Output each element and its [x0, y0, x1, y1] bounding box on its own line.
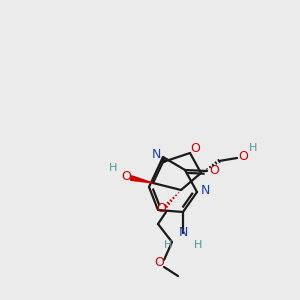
Polygon shape [130, 176, 153, 183]
Text: H: H [194, 240, 202, 250]
Text: O: O [238, 149, 248, 163]
Text: O: O [156, 202, 166, 215]
Polygon shape [160, 157, 166, 162]
Text: O: O [154, 256, 164, 269]
Text: H: H [164, 240, 172, 250]
Text: O: O [190, 142, 200, 155]
Text: N: N [151, 148, 161, 161]
Text: H: H [249, 143, 257, 153]
Text: O: O [121, 169, 131, 182]
Text: O: O [209, 164, 219, 178]
Text: H: H [109, 163, 117, 173]
Text: N: N [200, 184, 210, 196]
Text: N: N [178, 226, 188, 239]
